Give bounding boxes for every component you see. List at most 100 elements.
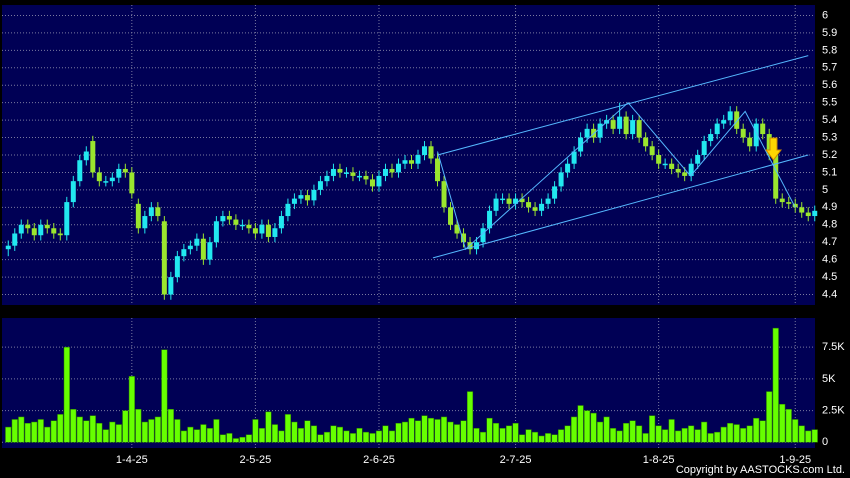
candle-body <box>636 120 642 138</box>
candle-body <box>708 134 714 142</box>
volume-bar <box>688 425 695 443</box>
candle-body <box>213 221 219 243</box>
y-tick-label: 5.1 <box>822 166 837 178</box>
candle-body <box>155 207 161 217</box>
volume-bar <box>642 433 649 443</box>
candle-body <box>96 172 102 182</box>
candle-body <box>226 216 232 220</box>
candle-body <box>493 198 499 211</box>
y-tick-label: 5.6 <box>822 79 837 91</box>
volume-bar <box>460 420 467 443</box>
volume-bar <box>135 409 142 443</box>
candle-body <box>109 177 115 182</box>
volume-bar <box>128 376 135 443</box>
x-tick-label: 1-9-25 <box>779 454 811 466</box>
volume-bar <box>629 420 636 443</box>
volume-bar <box>148 419 155 443</box>
y-tick-label: 4.6 <box>822 254 837 266</box>
volume-bar <box>206 428 213 443</box>
candle-body <box>526 202 532 208</box>
volume-bar <box>558 429 565 443</box>
candle-body <box>617 116 623 129</box>
candle-body <box>799 207 805 213</box>
volume-bar <box>37 419 44 443</box>
volume-bar <box>180 430 187 443</box>
x-tick-label: 2-5-25 <box>240 454 272 466</box>
volume-bar <box>96 423 103 443</box>
volume-bar <box>382 425 389 443</box>
volume-bar <box>740 428 747 443</box>
x-tick-label: 2-6-25 <box>363 454 395 466</box>
volume-bar <box>616 430 623 443</box>
candle-body <box>337 168 343 173</box>
candle-body <box>5 245 11 250</box>
candle-body <box>630 120 636 135</box>
candle-body <box>545 198 551 204</box>
candle-body <box>18 224 24 234</box>
candle-body <box>259 224 265 234</box>
volume-bar <box>174 419 181 443</box>
candle-body <box>77 160 83 182</box>
volume-bar <box>421 415 428 443</box>
candle-body <box>187 245 193 250</box>
candle-body <box>656 155 662 164</box>
volume-bar <box>785 409 792 443</box>
trendline <box>437 101 796 251</box>
volume-bar <box>356 428 363 443</box>
candle-body <box>31 228 37 236</box>
candle-body <box>409 160 414 164</box>
volume-bar <box>466 391 474 443</box>
candle-body <box>174 256 180 278</box>
volume-bar <box>636 425 643 443</box>
volume-bar <box>232 438 239 443</box>
candle-body <box>480 228 486 243</box>
volume-bar <box>57 414 64 443</box>
volume-bar <box>278 430 285 443</box>
volume-bar <box>805 430 812 443</box>
volume-bar <box>577 405 584 443</box>
volume-bar <box>473 428 480 443</box>
candle-body <box>103 181 109 183</box>
candle-body <box>773 155 779 199</box>
volume-bar <box>707 433 714 443</box>
candle-body <box>487 210 493 229</box>
volume-bar <box>265 411 272 443</box>
volume-bar <box>681 428 688 443</box>
candle-body <box>142 216 148 229</box>
copyright: Copyright by AASTOCKS.com Ltd. <box>676 464 845 476</box>
candle-body <box>422 146 428 155</box>
volume-bar <box>545 433 552 443</box>
volume-bar <box>154 416 161 443</box>
candle-body <box>298 195 304 199</box>
volume-bar <box>714 431 721 443</box>
volume-bar <box>109 421 116 443</box>
y-tick-label: 5.9 <box>822 27 837 39</box>
volume-bar <box>662 429 669 443</box>
candle-body <box>786 202 792 204</box>
candle-body <box>265 224 271 237</box>
candle-body <box>766 134 772 155</box>
volume-bar <box>349 433 357 443</box>
candle-body <box>669 163 675 169</box>
volume-bar <box>499 428 506 443</box>
candle-body <box>805 212 811 217</box>
candle-body <box>304 195 310 201</box>
volume-bar <box>284 414 291 443</box>
y-tick-label: 6 <box>822 9 828 21</box>
candle-body <box>239 224 245 227</box>
y-tick-label: 4.9 <box>822 201 837 213</box>
volume-bar <box>362 431 370 443</box>
candle-body <box>740 128 746 138</box>
candle-body <box>343 172 349 174</box>
candle-body <box>83 151 89 161</box>
candle-body <box>168 277 174 295</box>
candle-body <box>558 172 564 187</box>
candle-body <box>135 203 141 229</box>
volume-bar <box>408 417 415 443</box>
volume-bar <box>479 431 487 443</box>
y-tick-label: 5K <box>822 373 836 385</box>
candle-body <box>64 202 70 236</box>
volume-bar <box>427 417 435 443</box>
volume-bar <box>388 430 396 443</box>
candle-body <box>454 224 460 234</box>
